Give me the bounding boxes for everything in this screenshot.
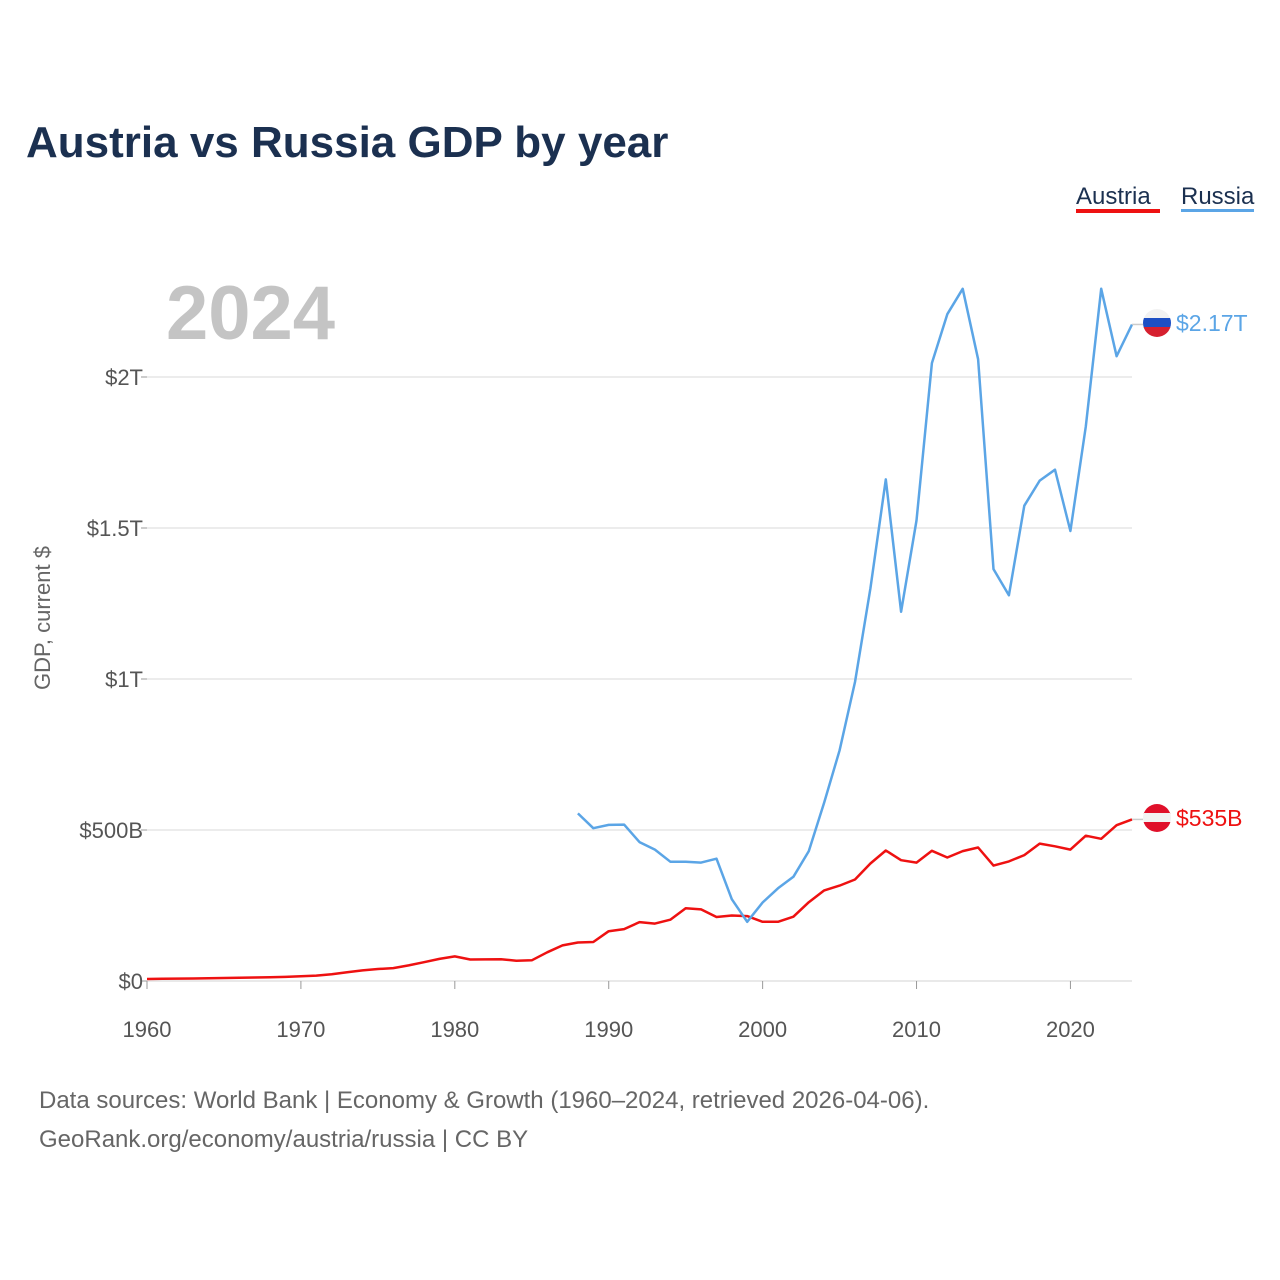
current-year-label: 2024 [166, 271, 335, 356]
legend: Austria Russia [1076, 183, 1255, 213]
footer-sources: Data sources: World Bank | Economy & Gro… [39, 1087, 929, 1114]
legend-austria-label[interactable]: Austria [1076, 183, 1151, 210]
footer-credit: GeoRank.org/economy/austria/russia | CC … [39, 1126, 528, 1153]
austria-end-marker: $535B [1132, 804, 1243, 832]
y-tick-label: $2T [105, 365, 143, 390]
series-lines [146, 287, 1134, 981]
x-tick-label: 2000 [738, 1017, 787, 1042]
y-tick-label: $500B [79, 818, 143, 843]
austria-end-value: $535B [1176, 805, 1243, 831]
y-tick-label: $0 [119, 969, 143, 994]
x-tick-label: 2020 [1046, 1017, 1095, 1042]
x-axis: 1960 1970 1980 1990 2000 2010 2020 [123, 981, 1095, 1042]
x-tick-label: 1980 [430, 1017, 479, 1042]
austria-flag-icon [1143, 804, 1171, 832]
series-line-russia [577, 287, 1134, 924]
y-tick-label: $1T [105, 667, 143, 692]
grid [147, 376, 1132, 982]
y-axis: $0 $500B $1T $1.5T $2T [79, 365, 147, 994]
x-tick-label: 1990 [584, 1017, 633, 1042]
chart-title: Austria vs Russia GDP by year [26, 118, 668, 167]
russia-end-value: $2.17T [1176, 310, 1248, 336]
legend-russia-swatch [1181, 209, 1254, 212]
x-tick-label: 1970 [276, 1017, 325, 1042]
x-tick-label: 1960 [123, 1017, 172, 1042]
russia-end-marker: $2.17T [1132, 309, 1248, 337]
y-axis-label: GDP, current $ [30, 546, 55, 690]
y-tick-label: $1.5T [87, 516, 143, 541]
legend-russia-label[interactable]: Russia [1181, 183, 1255, 210]
russia-flag-icon [1143, 309, 1171, 337]
series-line-austria [146, 818, 1133, 981]
legend-austria-swatch [1076, 209, 1160, 213]
x-tick-label: 2010 [892, 1017, 941, 1042]
